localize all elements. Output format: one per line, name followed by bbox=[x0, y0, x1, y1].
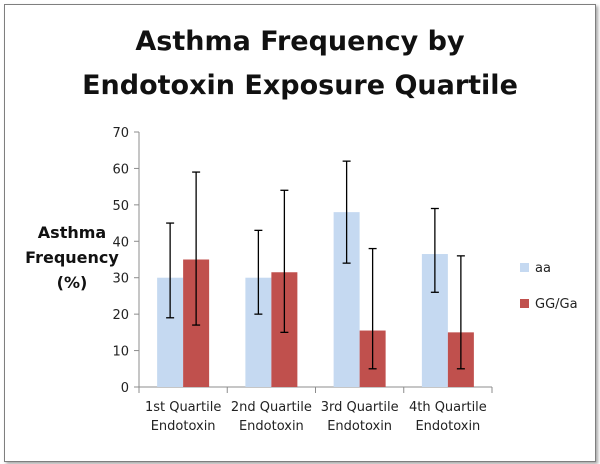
legend-swatch bbox=[520, 299, 529, 308]
x-category-label: Endotoxin bbox=[151, 419, 216, 434]
legend-label: GG/Ga bbox=[535, 297, 578, 312]
x-category-label: 3rd Quartile bbox=[321, 400, 399, 415]
x-category-label: 1st Quartile bbox=[145, 400, 221, 415]
y-tick-label: 70 bbox=[112, 126, 129, 141]
y-tick-label: 60 bbox=[112, 162, 129, 177]
x-category-label: Endotoxin bbox=[327, 419, 392, 434]
x-category-label: 2nd Quartile bbox=[231, 400, 312, 415]
y-axis-label-line-1: Asthma bbox=[37, 223, 107, 242]
y-tick-label: 0 bbox=[121, 381, 129, 396]
chart-title-line-1: Asthma Frequency by bbox=[135, 26, 465, 57]
x-category-label: 4th Quartile bbox=[409, 400, 487, 415]
x-category-label: Endotoxin bbox=[239, 419, 304, 434]
y-tick-label: 30 bbox=[112, 272, 129, 287]
chart-frame bbox=[4, 4, 596, 462]
y-axis-label-line-3: (%) bbox=[56, 273, 88, 292]
y-tick-label: 20 bbox=[112, 308, 129, 323]
x-category-label: Endotoxin bbox=[415, 419, 480, 434]
y-tick-label: 50 bbox=[112, 199, 129, 214]
y-tick-label: 40 bbox=[112, 235, 129, 250]
legend-label: aa bbox=[535, 261, 551, 276]
legend-swatch bbox=[520, 263, 529, 272]
chart-title-line-2: Endotoxin Exposure Quartile bbox=[82, 70, 518, 101]
y-tick-label: 10 bbox=[112, 345, 129, 360]
y-axis-label: Asthma Frequency (%) bbox=[18, 220, 126, 295]
y-axis-label-line-2: Frequency bbox=[25, 248, 119, 267]
